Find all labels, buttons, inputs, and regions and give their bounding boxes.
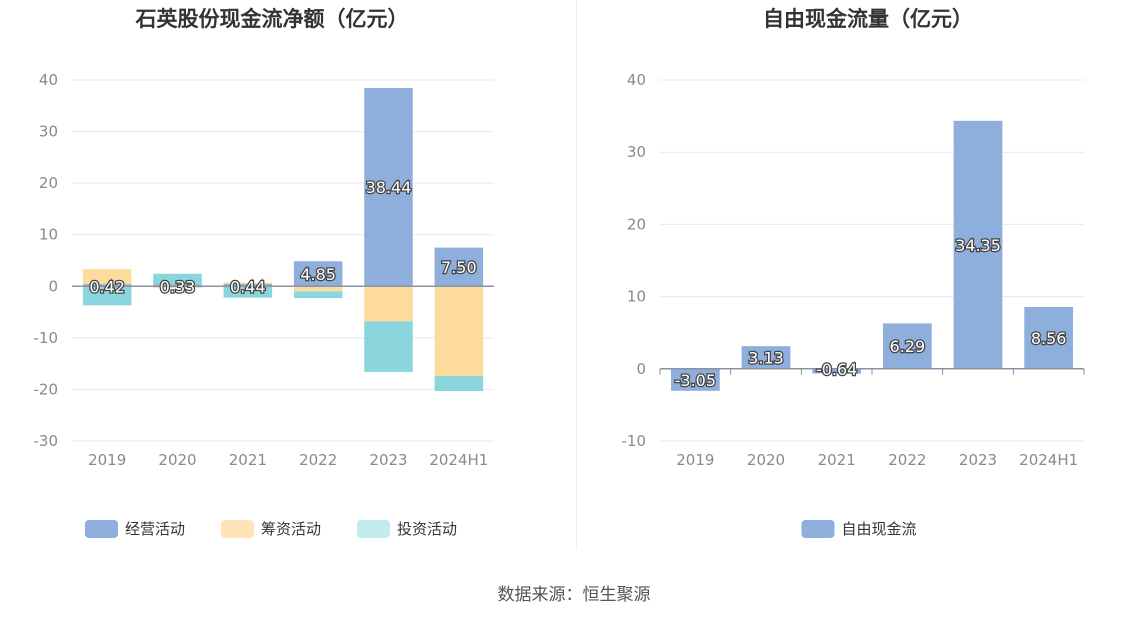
x-tick-label: 2021 [818, 451, 856, 469]
y-tick-label: 30 [39, 123, 58, 141]
bar-value-label: 7.50 [441, 258, 477, 277]
bar-筹资活动-2021 [223, 282, 273, 285]
data-source-note: 数据来源：恒生聚源 [497, 585, 651, 605]
legend-swatch-筹资活动 [221, 520, 254, 538]
bar-经营活动-2024H1 [434, 247, 484, 287]
cash-flow-net-chart: 石英股份现金流净额（亿元） 40 30 20 10 0 -10 -20 -30 2019 2020 2… [34, 7, 494, 538]
bar-value-label: 0.33 [160, 277, 196, 296]
y-tick-label: 0 [48, 277, 58, 295]
y-tick-label: 10 [627, 288, 646, 306]
x-tick-label: 2024H1 [1019, 451, 1078, 469]
bar-筹资活动-2024H1 [434, 286, 484, 377]
legend-swatch-自由现金流 [801, 520, 835, 538]
legend-label-筹资活动: 筹资活动 [261, 520, 321, 538]
x-tick-label: 2019 [88, 451, 126, 469]
chart-title: 自由现金流量（亿元） [763, 7, 973, 31]
bar-自由现金流-2019 [670, 368, 720, 391]
x-tick-label: 2019 [676, 451, 714, 469]
bar-筹资活动-2022 [293, 286, 343, 292]
y-tick-label: 20 [627, 215, 646, 233]
bar-筹资活动-2020 [153, 286, 202, 288]
bar-经营活动-2023 [364, 88, 413, 287]
y-tick-label: -10 [34, 329, 59, 347]
x-tick-label: 2022 [888, 451, 926, 469]
y-tick-label: -10 [622, 432, 647, 450]
x-tick-label: 2023 [959, 451, 997, 469]
x-tick-label: 2022 [299, 451, 337, 469]
bar-value-label: 0.42 [89, 277, 125, 296]
legend-label-自由现金流: 自由现金流 [842, 520, 917, 538]
chart-title: 石英股份现金流净额（亿元） [135, 7, 409, 31]
bar-投资活动-2021 [223, 286, 273, 298]
bar-经营活动-2022 [293, 261, 343, 287]
bar-value-label: -3.05 [675, 371, 716, 390]
y-tick-label: 20 [39, 174, 58, 192]
bar-经营活动-2020 [153, 284, 202, 287]
bar-自由现金流-2024H1 [1024, 306, 1074, 369]
y-tick-label: 40 [39, 71, 58, 89]
bar-value-label: 0.44 [230, 277, 266, 296]
bar-自由现金流-2022 [882, 323, 932, 369]
legend-swatch-投资活动 [357, 520, 390, 538]
bar-value-label: 4.85 [300, 265, 336, 284]
legend-swatch-经营活动 [85, 520, 118, 538]
bar-投资活动-2022 [293, 291, 343, 299]
y-tick-label: 40 [627, 71, 646, 89]
chart-divider [576, 0, 577, 550]
legend-label-投资活动: 投资活动 [397, 520, 457, 538]
bar-投资活动-2024H1 [434, 376, 484, 391]
y-tick-label: 30 [627, 143, 646, 161]
bar-value-label: 8.56 [1031, 329, 1067, 348]
bar-value-label: 34.35 [955, 236, 1001, 255]
y-tick-label: 0 [636, 360, 646, 378]
bar-自由现金流-2023 [953, 120, 1003, 369]
x-tick-label: 2024H1 [429, 451, 488, 469]
y-tick-label: 10 [39, 226, 58, 244]
bar-自由现金流-2021 [812, 368, 862, 374]
y-tick-label: -30 [34, 432, 59, 450]
bar-经营活动-2021 [223, 284, 273, 287]
bar-投资活动-2023 [364, 321, 413, 372]
free-cash-flow-chart: 自由现金流量（亿元） 40 30 20 10 0 -10 2019 2020 2021 2022 20… [622, 7, 1085, 538]
x-tick-label: 2020 [747, 451, 785, 469]
bar-经营活动-2019 [82, 284, 132, 287]
bar-筹资活动-2019 [82, 269, 132, 285]
x-tick-label: 2020 [158, 451, 196, 469]
bar-value-label: 3.13 [748, 349, 784, 368]
x-tick-label: 2023 [369, 451, 407, 469]
bar-value-label: 38.44 [366, 178, 412, 197]
x-tick-label: 2021 [229, 451, 267, 469]
bar-投资活动-2020 [153, 273, 202, 285]
bar-筹资活动-2023 [364, 286, 413, 322]
bar-value-label: -0.64 [816, 360, 857, 379]
legend-label-经营活动: 经营活动 [125, 520, 185, 538]
bar-自由现金流-2020 [741, 346, 791, 369]
bar-投资活动-2019 [82, 286, 132, 306]
y-tick-label: -20 [34, 380, 59, 398]
bar-value-label: 6.29 [890, 337, 926, 356]
